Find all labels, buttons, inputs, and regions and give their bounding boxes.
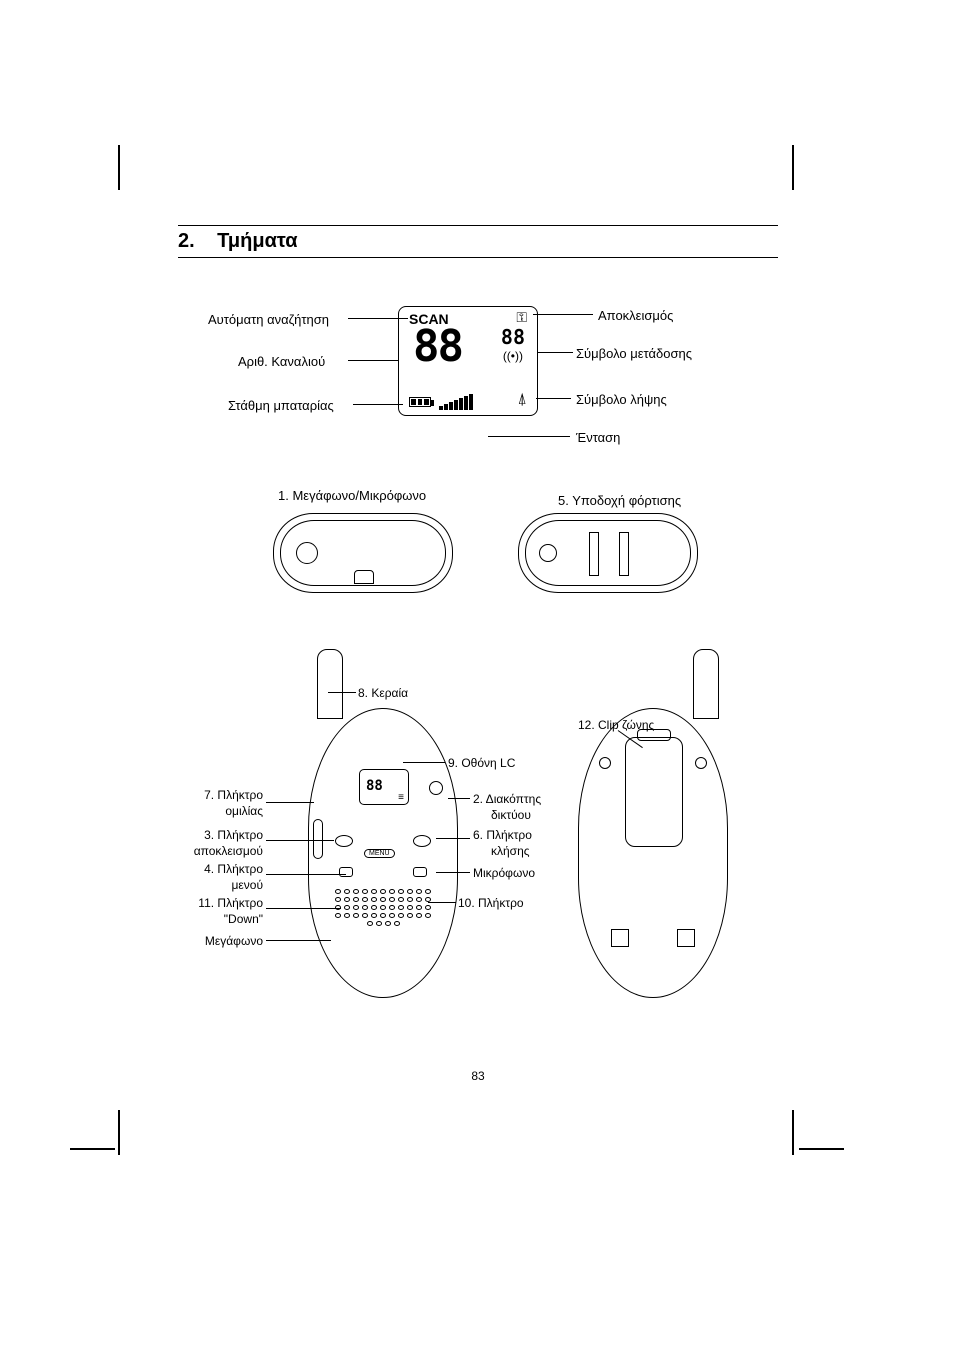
label-call-1: 6. Πλήκτρο: [473, 828, 532, 842]
label-power-1: 2. Διακόπτης: [473, 792, 541, 806]
receive-icon: ⍋: [517, 391, 527, 409]
label-menu-2: μενού: [178, 878, 263, 892]
label-menu-1: 4. Πλήκτρο: [178, 862, 263, 876]
belt-clip-icon: [625, 737, 683, 847]
label-channel-no: Αριθ. Καναλιού: [238, 354, 325, 369]
label-power-2: δικτύου: [491, 808, 531, 822]
device-front-view: MENU: [308, 708, 458, 998]
heading-number: 2.: [178, 230, 195, 252]
label-rx: Σύμβολο λήψης: [576, 392, 667, 407]
power-button-icon: [429, 781, 443, 795]
label-auto-scan: Αυτόματη αναζήτηση: [208, 312, 329, 327]
label-volume: Ένταση: [576, 430, 620, 445]
label-ptt-2: ομιλίας: [178, 804, 263, 818]
label-antenna: 8. Κεραία: [358, 686, 408, 700]
label-speaker-mic: 1. Μεγάφωνο/Μικρόφωνο: [278, 488, 426, 503]
lcd-diagram: SCAN ⚿ 88 88 ((•)) ⍋ Αυτόματη αναζήτηση …: [178, 298, 778, 478]
call-button-icon: [413, 835, 431, 847]
page-content: 2. Τμήματα SCAN ⚿ 88 88 ((•)) ⍋ Αυτόματη…: [178, 225, 778, 1038]
device-bottom-view: [518, 513, 698, 593]
up-button-icon: [413, 867, 427, 877]
device-back-view: [578, 708, 728, 998]
label-mic: Μικρόφωνο: [473, 866, 535, 880]
label-lock-1: 3. Πλήκτρο: [178, 828, 263, 842]
lcd-channel-digits: 88: [413, 325, 462, 369]
front-back-views: MENU 7. Πλήκτρο ομιλίας 3. Πλήκτρο αποκλ…: [178, 638, 778, 1038]
heading-text: Τμήματα: [217, 230, 297, 252]
top-bottom-views: 1. Μεγάφωνο/Μικρόφωνο 5. Υποδοχή φόρτιση…: [178, 488, 778, 628]
label-belt-clip: 12. Clip ζώνης: [578, 718, 654, 732]
front-lcd: [359, 769, 409, 805]
label-down-2: "Down": [178, 912, 263, 926]
section-heading: 2. Τμήματα: [178, 225, 778, 258]
label-tx: Σύμβολο μετάδοσης: [576, 346, 692, 361]
battery-icon: [409, 397, 431, 407]
antenna-back-icon: [693, 649, 719, 719]
lcd-screen: SCAN ⚿ 88 88 ((•)) ⍋: [398, 306, 538, 416]
antenna-icon: [317, 649, 343, 719]
ptt-button-icon: [313, 819, 323, 859]
label-charge-socket: 5. Υποδοχή φόρτισης: [558, 493, 681, 508]
page-number: 83: [178, 1069, 778, 1083]
label-battery: Στάθμη μπαταρίας: [228, 398, 334, 413]
label-ptt-1: 7. Πλήκτρο: [178, 788, 263, 802]
label-lock-2: αποκλεισμού: [178, 844, 263, 858]
label-lock: Αποκλεισμός: [598, 308, 673, 323]
volume-bars-icon: [439, 394, 473, 410]
label-down-1: 11. Πλήκτρο: [178, 896, 263, 910]
label-lcd: 9. Οθόνη LC: [448, 756, 515, 770]
label-call-2: κλήσης: [491, 844, 530, 858]
speaker-grille: [334, 889, 432, 979]
down-button-icon: [339, 867, 353, 877]
device-top-view: [273, 513, 453, 593]
lcd-sub-digits: 88: [501, 327, 525, 347]
label-speaker: Μεγάφωνο: [178, 934, 263, 948]
transmit-icon: ((•)): [503, 349, 523, 363]
label-up: 10. Πλήκτρο: [458, 896, 524, 910]
menu-button: MENU: [364, 849, 395, 858]
lock-icon: ⚿: [516, 309, 527, 326]
lock-button-icon: [335, 835, 353, 847]
